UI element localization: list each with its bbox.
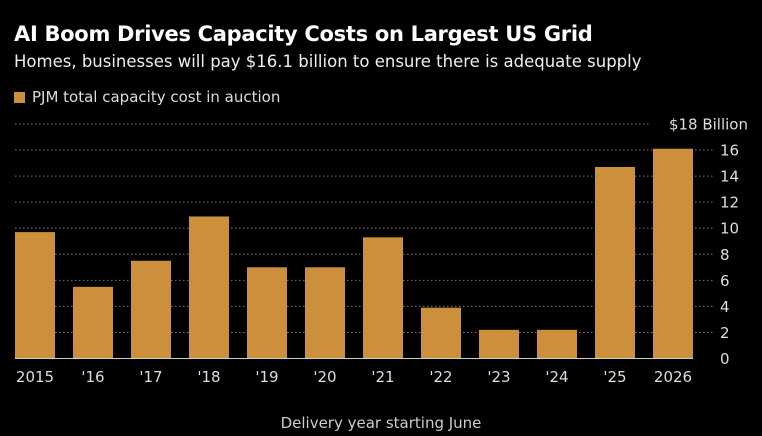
bar xyxy=(479,329,519,359)
bar xyxy=(15,232,55,359)
x-tick-label: 2026 xyxy=(654,368,692,386)
x-tick-label: '20 xyxy=(313,368,336,386)
bar xyxy=(131,260,171,359)
bar xyxy=(595,166,635,359)
bar xyxy=(421,307,461,359)
chart-title: AI Boom Drives Capacity Costs on Largest… xyxy=(14,22,593,46)
x-tick-label: '17 xyxy=(139,368,162,386)
y-tick-label: 4 xyxy=(720,298,730,316)
y-tick-label: 14 xyxy=(720,168,739,186)
x-tick-label: '22 xyxy=(429,368,452,386)
x-tick-label: '23 xyxy=(487,368,510,386)
legend: PJM total capacity cost in auction xyxy=(14,88,280,106)
x-tick-label: '19 xyxy=(255,368,278,386)
legend-label: PJM total capacity cost in auction xyxy=(32,88,281,106)
y-tick-label: 16 xyxy=(720,142,739,160)
y-tick-label: $18 Billion xyxy=(669,115,748,133)
chart-subtitle: Homes, businesses will pay $16.1 billion… xyxy=(14,52,642,71)
x-tick-label: 2015 xyxy=(16,368,54,386)
bar xyxy=(189,216,229,359)
x-tick-label: '24 xyxy=(545,368,568,386)
x-axis-label: Delivery year starting June xyxy=(280,414,482,432)
y-tick-label: 10 xyxy=(720,220,739,238)
bar xyxy=(73,286,113,359)
bar xyxy=(537,329,577,359)
bar xyxy=(363,237,403,359)
legend-swatch xyxy=(14,91,25,103)
y-tick-label: 0 xyxy=(720,350,730,368)
bar xyxy=(305,267,345,359)
bar xyxy=(653,148,693,359)
y-tick-label: 8 xyxy=(720,246,730,264)
x-tick-label: '25 xyxy=(603,368,626,386)
y-tick-label: 6 xyxy=(720,272,730,290)
bar xyxy=(247,267,287,359)
y-tick-label: 12 xyxy=(720,194,739,212)
x-tick-label: '21 xyxy=(371,368,394,386)
x-tick-label: '18 xyxy=(197,368,220,386)
x-tick-label: '16 xyxy=(81,368,104,386)
y-tick-label: 2 xyxy=(720,324,730,342)
